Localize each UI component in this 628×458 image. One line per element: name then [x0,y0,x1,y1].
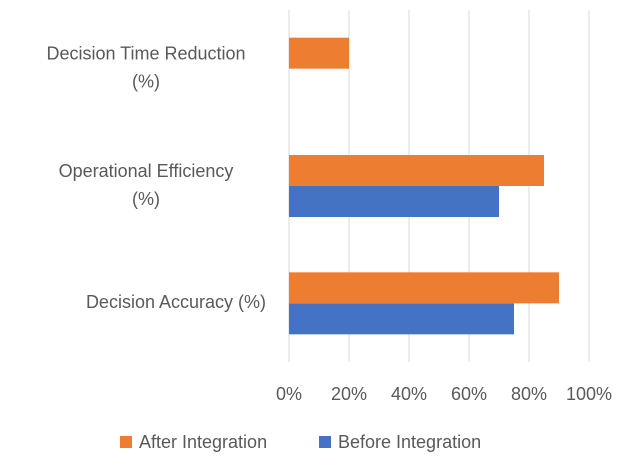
y-tick-label: Decision Time Reduction (%) [46,43,245,91]
bar [289,155,544,186]
y-tick-label: Operational Efficiency (%) [59,161,234,209]
x-tick-label: 80% [511,384,547,404]
legend-swatch [319,436,331,448]
legend-swatch [120,436,132,448]
x-tick-label: 60% [451,384,487,404]
bar [289,37,349,69]
bar [289,186,499,217]
legend-label: After Integration [139,432,267,452]
bar [289,303,514,335]
y-tick-label: Decision Accuracy (%) [86,292,266,312]
bar [289,272,559,304]
x-tick-label: 100% [566,384,612,404]
x-tick-label: 0% [276,384,302,404]
legend-label: Before Integration [338,432,481,452]
x-tick-label: 20% [331,384,367,404]
x-tick-label: 40% [391,384,427,404]
